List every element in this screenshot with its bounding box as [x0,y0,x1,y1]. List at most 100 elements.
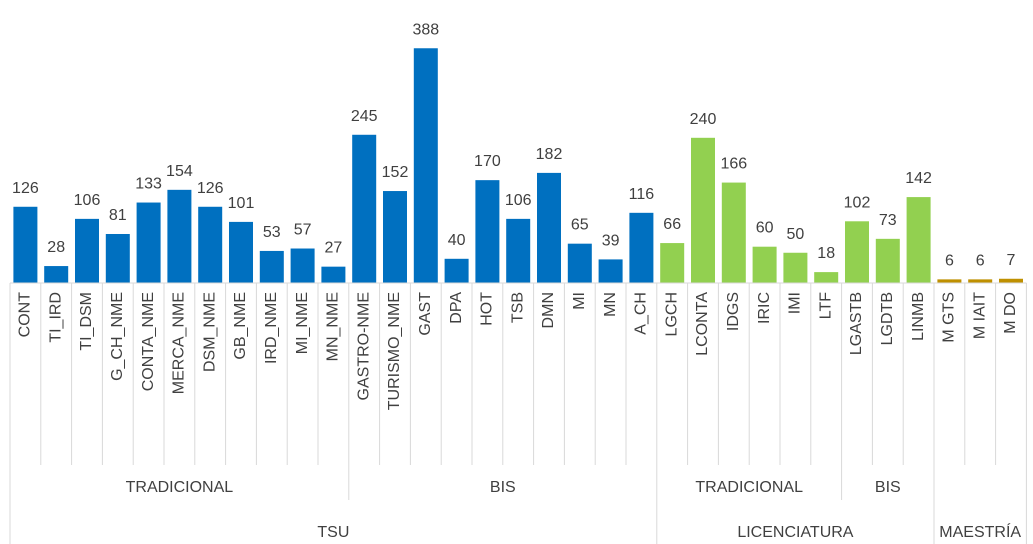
category-label: MI [571,292,588,310]
category-label: IDGS [725,292,742,331]
category-label: CONTA_NME [140,292,157,391]
category-label: LGCH [663,292,680,336]
bar [660,243,685,283]
bar [721,182,746,283]
value-label: 142 [905,170,932,187]
subgroup-label: TRADICIONAL [126,479,234,496]
category-label: MN [602,292,619,317]
value-label: 133 [135,176,162,193]
category-label: M DO [1002,292,1019,334]
category-label: GASTRO-NME [355,292,372,400]
category-label: LGDTB [879,292,896,345]
category-label: IMI [787,292,804,314]
category-label: A_CH [633,292,650,335]
category-label: DSM_NME [201,292,218,372]
bar [691,137,715,283]
subgroup-label: BIS [875,479,901,496]
value-label: 6 [945,252,954,269]
bar [352,134,377,283]
value-label: 126 [197,180,224,197]
category-label: LTF [817,292,834,319]
bar [136,202,161,283]
group-label: LICENCIATURA [737,524,853,541]
bar [814,272,839,283]
subgroup-label: BIS [490,479,516,496]
bar [598,259,623,283]
category-label: G_CH_NME [109,292,126,381]
bar [875,238,900,283]
bar [475,180,500,283]
value-label: 102 [844,194,871,211]
bar [968,279,993,283]
value-label: 106 [505,192,532,209]
bar [845,221,869,283]
bar [629,212,654,283]
bar [167,189,192,283]
bar [198,206,223,283]
bar [444,258,469,283]
category-label: DPA [448,292,465,324]
value-label: 50 [787,226,805,243]
category-label: MI_NME [294,292,311,354]
category-label: CONT [17,292,34,338]
bar [567,243,592,283]
bar [105,233,130,283]
value-label: 245 [351,108,378,125]
value-label: 57 [294,222,312,239]
value-label: 106 [74,192,101,209]
value-label: 28 [47,239,65,256]
bar [290,248,315,283]
bar [259,250,284,283]
value-label: 182 [536,146,563,163]
value-label: 53 [263,224,281,241]
bar [537,172,561,283]
value-label: 40 [448,232,466,249]
category-label: IRD_NME [263,292,280,364]
bar [413,48,438,284]
category-label: GB_NME [232,292,249,360]
value-label: 65 [571,217,589,234]
value-label: 388 [412,21,439,38]
group-label: MAESTRÍA [939,522,1021,541]
bar [321,266,346,283]
category-label: MN_NME [325,292,342,361]
bar [783,252,808,283]
bar [999,278,1023,283]
category-label: GAST [417,292,434,336]
value-label: 39 [602,232,620,249]
bar [44,266,69,283]
bar [75,218,99,283]
value-label: 18 [817,245,835,262]
value-label: 170 [474,153,501,170]
value-label: 6 [976,252,985,269]
value-label: 101 [228,195,255,212]
value-label: 7 [1007,252,1016,269]
value-label: 154 [166,163,193,180]
bar [906,197,931,283]
category-label: LGASTB [848,292,865,355]
value-label: 116 [629,186,655,203]
value-label: 60 [756,220,774,237]
value-label: 240 [690,111,717,128]
value-label: 73 [879,212,897,229]
value-label: 152 [382,164,409,181]
category-label: HOT [479,292,496,326]
group-label: TSU [317,524,349,541]
subgroup-label: TRADICIONAL [695,479,803,496]
category-label: TSB [509,292,526,323]
category-label: TURISMO_NME [386,292,403,410]
category-label: MERCA_NME [171,292,188,394]
value-label: 81 [109,207,127,224]
bar [383,191,407,283]
value-label: 166 [720,156,747,173]
bar [506,218,531,283]
category-label: M GTS [941,292,958,343]
bar [229,221,253,283]
value-label: 66 [663,216,681,233]
bar [937,279,962,283]
category-label: LCONTA [694,292,711,356]
bar [13,206,38,283]
category-label: TI_IRD [47,292,64,343]
category-label: M IAIT [971,292,988,339]
